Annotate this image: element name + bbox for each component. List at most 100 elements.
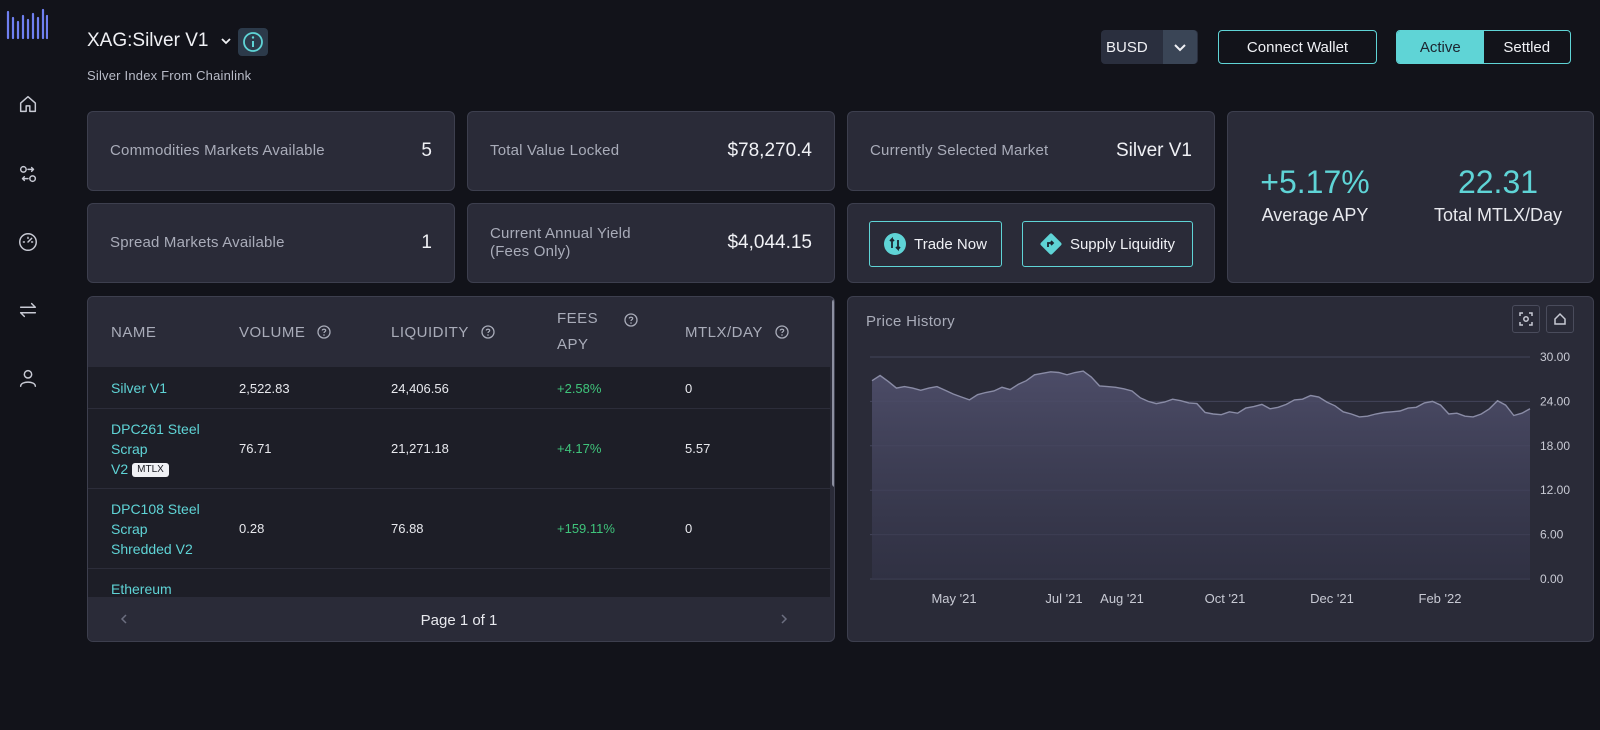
- exchange-icon[interactable]: [14, 296, 42, 324]
- help-icon[interactable]: [624, 313, 638, 327]
- column-name[interactable]: NAME: [111, 297, 156, 367]
- page-indicator: Page 1 of 1: [420, 611, 498, 629]
- stat-label: Total Value Locked: [490, 142, 620, 159]
- yield-label-line1: Current Annual Yield: [490, 225, 631, 242]
- reset-zoom-button[interactable]: [1546, 305, 1574, 333]
- liquidity-cell: 21,271.18: [391, 441, 449, 456]
- chevron-right-icon[interactable]: [776, 611, 792, 627]
- stat-value: $4,044.15: [727, 232, 812, 253]
- x-tick-label: May '21: [931, 591, 976, 606]
- markets-table: NAME VOLUME LIQUIDITY FEES APY MTLX/DAY: [87, 296, 835, 642]
- average-apy: +5.17% Average APY: [1250, 164, 1380, 226]
- table-row[interactable]: DPC261 Steel Scrap V2 MTLX 76.71 21,271.1…: [88, 409, 830, 489]
- chart-title: Price History: [866, 313, 955, 330]
- help-icon[interactable]: [481, 325, 495, 339]
- liquidity-cell: 76.88: [391, 521, 424, 536]
- y-tick-label: 18.00: [1540, 439, 1570, 453]
- y-tick-label: 30.00: [1540, 350, 1570, 364]
- help-icon[interactable]: [775, 325, 789, 339]
- column-mtlx-day[interactable]: MTLX/DAY: [685, 297, 789, 367]
- fees-apy-cell: +2.58%: [557, 381, 602, 396]
- chevron-down-icon[interactable]: [220, 35, 232, 47]
- table-scrollbar[interactable]: [832, 299, 834, 487]
- table-row[interactable]: DPC108 Steel Scrap Shredded V2 0.28 76.8…: [88, 489, 830, 569]
- fees-apy-cell: +4.17%: [557, 441, 602, 456]
- market-name-link[interactable]: Silver V1: [111, 380, 168, 396]
- table-row[interactable]: Ethereum: [88, 569, 830, 641]
- column-fees-apy[interactable]: FEES APY: [557, 297, 638, 367]
- column-liquidity-label: LIQUIDITY: [391, 323, 469, 341]
- total-mtlx-value: 22.31: [1457, 164, 1539, 200]
- connect-wallet-button[interactable]: Connect Wallet: [1218, 30, 1377, 64]
- supply-liquidity-button[interactable]: Supply Liquidity: [1022, 221, 1193, 267]
- toggle-active[interactable]: Active: [1397, 31, 1484, 63]
- liquidity-cell: 24,406.56: [391, 381, 449, 396]
- actions-card: Trade Now Supply Liquidity: [847, 203, 1215, 283]
- home-icon[interactable]: [14, 90, 42, 118]
- column-volume[interactable]: VOLUME: [239, 297, 332, 367]
- commodities-markets-card: Commodities Markets Available 5: [87, 111, 455, 191]
- trade-now-button[interactable]: Trade Now: [869, 221, 1002, 267]
- zoom-tool-button[interactable]: [1512, 305, 1540, 333]
- market-name-line: Scrap: [111, 441, 148, 457]
- table-header: NAME VOLUME LIQUIDITY FEES APY MTLX/DAY: [88, 297, 830, 367]
- direction-sign-icon: [1040, 233, 1062, 255]
- home-icon: [1554, 312, 1566, 325]
- price-history-card: Price History 30.00 24.00 18.00 12.00 6.00 0.…: [847, 296, 1594, 642]
- market-title-text: XAG:Silver V1: [87, 30, 209, 51]
- currency-select[interactable]: BUSD: [1101, 30, 1198, 64]
- chevron-down-icon[interactable]: [1163, 30, 1197, 64]
- total-mtlx-label: Total MTLX/Day: [1433, 205, 1563, 225]
- column-fees-line1: FEES: [557, 310, 599, 327]
- market-name-link[interactable]: DPC108 Steel Scrap Shredded V2: [111, 499, 241, 559]
- sidebar: [0, 0, 56, 730]
- column-liquidity[interactable]: LIQUIDITY: [391, 297, 495, 367]
- market-status-toggle: Active Settled: [1396, 30, 1571, 64]
- selected-market-card: Currently Selected Market Silver V1: [847, 111, 1215, 191]
- stat-label: Current Annual Yield (Fees Only): [490, 225, 631, 261]
- stat-value: $78,270.4: [727, 140, 812, 161]
- x-tick-label: Jul '21: [1045, 591, 1082, 606]
- market-name-line: Shredded V2: [111, 541, 193, 557]
- user-icon[interactable]: [14, 364, 42, 392]
- market-name-line: Scrap: [111, 521, 148, 537]
- pagination: Page 1 of 1: [88, 597, 830, 641]
- info-icon: [243, 32, 263, 52]
- price-history-chart[interactable]: 30.00 24.00 18.00 12.00 6.00 0.00 May '21 Jul …: [848, 297, 1595, 643]
- market-subtitle: Silver Index From Chainlink: [87, 68, 252, 83]
- price-area: [872, 371, 1530, 579]
- info-button[interactable]: [238, 28, 268, 56]
- focus-icon: [1519, 312, 1533, 326]
- total-value-locked-card: Total Value Locked $78,270.4: [467, 111, 835, 191]
- table-body: Silver V1 2,522.83 24,406.56 +2.58% 0 DP…: [88, 367, 830, 641]
- stat-label: Spread Markets Available: [110, 234, 285, 251]
- toggle-settled[interactable]: Settled: [1503, 38, 1551, 56]
- dashboard-icon[interactable]: [14, 228, 42, 256]
- y-tick-label: 12.00: [1540, 483, 1570, 497]
- stat-label: Commodities Markets Available: [110, 142, 325, 159]
- chevron-left-icon[interactable]: [116, 611, 132, 627]
- fees-apy-cell: +159.11%: [557, 521, 615, 536]
- trade-now-label: Trade Now: [914, 235, 987, 253]
- market-name-link[interactable]: DPC261 Steel Scrap V2 MTLX: [111, 419, 241, 479]
- mtlx-day-cell: 0: [685, 521, 693, 536]
- market-name-line: DPC261 Steel: [111, 421, 200, 437]
- column-name-label: NAME: [111, 323, 157, 341]
- currency-label: BUSD: [1106, 38, 1148, 56]
- swap-icon[interactable]: [14, 160, 42, 188]
- table-row[interactable]: Silver V1 2,522.83 24,406.56 +2.58% 0: [88, 367, 830, 409]
- column-fees-label: FEES APY: [557, 306, 598, 358]
- y-tick-label: 24.00: [1540, 394, 1570, 408]
- apy-card: +5.17% Average APY 22.31 Total MTLX/Day: [1227, 111, 1594, 283]
- y-tick-label: 6.00: [1540, 528, 1564, 542]
- volume-cell: 0.28: [239, 521, 265, 536]
- stat-label: Currently Selected Market: [870, 142, 1049, 159]
- mtlx-day-cell: 5.57: [685, 441, 711, 456]
- help-icon[interactable]: [317, 325, 332, 339]
- yield-label-line2: (Fees Only): [490, 243, 571, 260]
- stat-value: 1: [421, 232, 432, 253]
- market-title[interactable]: XAG:Silver V1: [87, 30, 232, 52]
- market-name-link[interactable]: Ethereum: [111, 581, 172, 597]
- swap-vertical-icon: [884, 233, 907, 255]
